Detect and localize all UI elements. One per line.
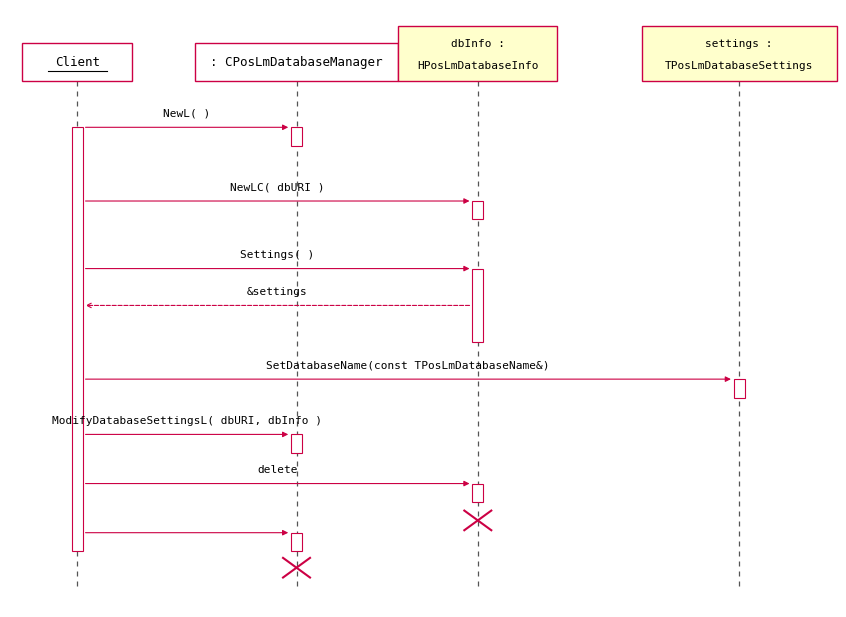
Text: : CPosLmDatabaseManager: : CPosLmDatabaseManager	[211, 56, 382, 68]
Text: TPosLmDatabaseSettings: TPosLmDatabaseSettings	[665, 60, 814, 71]
Bar	[72, 127, 83, 551]
Text: Client: Client	[55, 56, 100, 68]
Bar	[472, 268, 483, 342]
Bar	[733, 379, 744, 397]
Text: delete: delete	[257, 465, 298, 475]
Bar	[291, 127, 302, 146]
Bar	[23, 43, 132, 81]
Text: HPosLmDatabaseInfo: HPosLmDatabaseInfo	[417, 60, 539, 71]
Bar	[291, 532, 302, 551]
Bar	[642, 26, 837, 81]
Bar	[195, 43, 398, 81]
Text: Settings( ): Settings( )	[240, 250, 315, 260]
Bar	[291, 434, 302, 453]
Bar	[472, 484, 483, 502]
Text: &settings: &settings	[247, 287, 308, 297]
Text: SetDatabaseName(const TPosLmDatabaseName&): SetDatabaseName(const TPosLmDatabaseName…	[266, 360, 550, 371]
Text: ModifyDatabaseSettingsL( dbURI, dbInfo ): ModifyDatabaseSettingsL( dbURI, dbInfo )	[52, 416, 321, 426]
Text: NewLC( dbURI ): NewLC( dbURI )	[230, 183, 325, 193]
Bar	[472, 201, 483, 220]
Text: NewL( ): NewL( )	[163, 109, 211, 118]
Text: dbInfo :: dbInfo :	[451, 39, 505, 49]
Bar	[398, 26, 558, 81]
Text: settings :: settings :	[706, 39, 773, 49]
